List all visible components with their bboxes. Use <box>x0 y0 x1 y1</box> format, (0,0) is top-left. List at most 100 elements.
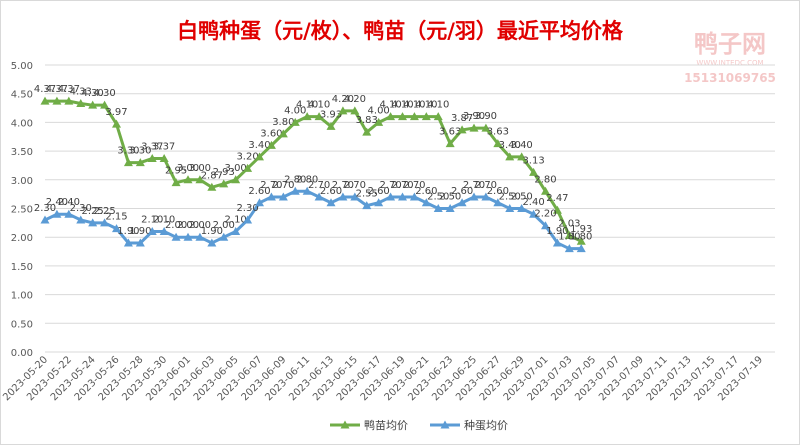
data-label: 2.95 <box>165 166 187 177</box>
data-label: 2.10 <box>225 214 247 225</box>
point-marker <box>195 232 205 241</box>
y-tick-label: 2.50 <box>11 205 33 216</box>
legend-marker <box>440 420 450 429</box>
data-label: 3.93 <box>320 109 342 120</box>
point-marker <box>183 175 193 184</box>
data-label: 2.70 <box>332 180 354 191</box>
point-marker <box>40 215 50 224</box>
point-marker <box>290 186 300 195</box>
data-label: 3.30 <box>129 146 151 157</box>
point-marker <box>326 198 336 207</box>
point-marker <box>457 198 467 207</box>
data-label: 3.97 <box>105 107 127 118</box>
legend-marker <box>340 420 350 429</box>
data-label: 2.00 <box>177 220 199 231</box>
point-marker <box>255 198 264 207</box>
data-label: 4.10 <box>308 100 330 111</box>
point-marker <box>290 117 300 126</box>
series-line <box>44 189 582 251</box>
data-label: 4.37 <box>34 84 56 95</box>
data-label: 2.70 <box>391 180 413 191</box>
point-marker <box>147 226 157 235</box>
data-label: 2.50 <box>427 192 449 203</box>
watermark-site: WWW.INTEDC.COM <box>696 59 763 67</box>
data-label: 4.30 <box>82 88 104 99</box>
data-label: 4.10 <box>391 100 413 111</box>
data-label: 2.60 <box>451 186 473 197</box>
point-marker <box>159 154 169 163</box>
data-label: 1.93 <box>570 224 592 235</box>
data-label: 2.30 <box>34 203 56 214</box>
point-marker <box>112 224 121 233</box>
data-label: 2.25 <box>93 206 115 217</box>
data-label: 2.25 <box>82 206 104 217</box>
data-label: 4.10 <box>296 100 318 111</box>
legend-label: 鸭苗均价 <box>364 419 408 432</box>
point-marker <box>52 96 62 105</box>
point-marker <box>421 198 431 207</box>
point-marker <box>362 201 372 210</box>
point-marker <box>100 218 110 227</box>
point-marker <box>76 98 86 107</box>
data-label: 1.80 <box>570 232 592 243</box>
data-label: 2.70 <box>379 180 401 191</box>
data-label: 2.50 <box>511 192 533 203</box>
point-marker <box>445 139 455 148</box>
data-label: 4.33 <box>70 86 92 97</box>
point-marker <box>517 204 527 212</box>
data-label: 2.40 <box>46 197 68 208</box>
data-label: 2.80 <box>296 174 318 185</box>
y-tick-label: 1.00 <box>11 291 33 302</box>
point-marker <box>64 209 74 218</box>
data-label: 3.00 <box>189 163 211 174</box>
data-label: 2.87 <box>201 170 223 181</box>
point-marker <box>481 192 491 201</box>
point-marker <box>529 209 539 218</box>
data-label: 2.93 <box>213 167 235 178</box>
data-label: 2.10 <box>153 214 175 225</box>
point-marker <box>64 96 74 105</box>
point-marker <box>409 192 419 201</box>
point-marker <box>398 112 407 121</box>
data-label: 2.50 <box>499 192 521 203</box>
data-label: 4.10 <box>379 100 401 111</box>
chart-title: 白鸭种蛋（元/枚）、鸭苗（元/羽）最近平均价格 <box>177 19 624 43</box>
data-label: 4.00 <box>284 105 306 116</box>
point-marker <box>457 125 467 134</box>
data-label: 3.00 <box>225 163 247 174</box>
point-marker <box>231 175 241 184</box>
data-label: 2.00 <box>189 220 211 231</box>
legend-label: 种蛋均价 <box>464 418 508 432</box>
point-marker <box>266 192 276 201</box>
data-label: 4.10 <box>427 100 449 111</box>
y-tick-label: 5.00 <box>11 61 33 72</box>
data-label: 3.40 <box>511 140 533 151</box>
point-marker <box>517 152 527 161</box>
data-label: 1.90 <box>129 226 151 237</box>
point-marker <box>564 230 574 239</box>
point-marker <box>278 192 288 201</box>
data-label: 3.37 <box>141 142 163 153</box>
point-marker <box>576 244 586 253</box>
data-label: 2.60 <box>487 186 509 197</box>
point-marker <box>135 158 145 167</box>
point-marker <box>112 119 121 128</box>
data-label: 1.90 <box>546 226 568 237</box>
data-label: 3.63 <box>487 127 509 138</box>
point-marker <box>338 106 348 115</box>
data-label: 2.70 <box>260 180 282 191</box>
point-marker <box>469 123 479 132</box>
point-marker <box>171 232 181 241</box>
point-marker <box>243 215 253 224</box>
y-tick-label: 1.50 <box>11 262 33 273</box>
data-label: 3.30 <box>117 146 139 157</box>
data-label: 2.70 <box>272 180 294 191</box>
point-marker <box>76 215 86 224</box>
data-label: 2.50 <box>439 192 461 203</box>
y-tick-label: 0.50 <box>11 319 33 330</box>
data-label: 2.60 <box>320 186 342 197</box>
point-marker <box>505 152 515 161</box>
point-marker <box>159 226 169 235</box>
y-tick-label: 2.00 <box>11 233 33 244</box>
